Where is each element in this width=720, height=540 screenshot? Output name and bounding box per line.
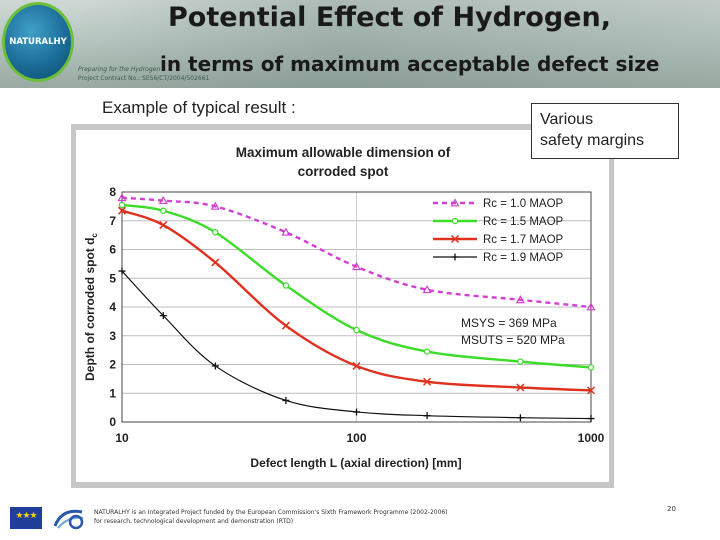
data-point [160,207,167,214]
data-point [423,377,432,386]
data-point [281,321,290,330]
legend-label: Rc = 1.5 MAOP [483,216,564,228]
y-axis-label: Depth of corroded spot dc [83,233,99,381]
legend-marker [451,217,459,225]
data-point [587,415,595,423]
data-point [517,358,524,365]
x-tick-label: 100 [346,431,366,445]
data-point [159,221,168,230]
project-tagline: Preparing for the Hydrogen [78,66,161,73]
callout-line2: safety margins [540,132,645,149]
x-tick-labels: 10 100 1000 [115,431,604,445]
data-point [353,326,360,334]
data-point [422,285,432,294]
footer-line1: NATURALHY is an Integrated Project funde… [94,509,448,516]
chart-title-line1: Maximum allowable dimension of [236,145,451,160]
annotation-msuts: MSUTS = 520 MPa [461,333,565,347]
data-point [353,408,360,416]
data-point [282,396,290,404]
project-contract: Project Contract No.: SES6/CT/2004/50266… [78,75,210,82]
legend-marker [451,253,459,261]
data-point [159,312,167,320]
y-tick-label: 8 [109,185,116,199]
series-line [121,270,592,420]
y-tick-label: 6 [109,243,116,257]
y-tick-labels: 0 1 2 3 4 5 6 7 8 [109,185,116,429]
naturalhy-logo: NATURALHY [2,2,74,82]
x-tick-label: 1000 [578,431,605,445]
chart-panel [76,130,609,482]
data-point [212,229,219,236]
grid-layer [122,192,591,422]
data-point [117,206,127,215]
series-3 [117,206,596,395]
safety-margins-callout: Various safety margins [531,103,679,159]
slide-title-line2: in terms of maximum acceptable defect si… [160,52,660,76]
series-4 [118,267,595,423]
y-tick-label: 4 [109,300,116,314]
slide-title-line1: Potential Effect of Hydrogen, [168,2,611,33]
series-line [121,203,592,369]
y-axis-label-subscript: c [90,233,99,238]
y-tick-label: 1 [109,386,116,400]
callout-line1: Various [540,111,594,128]
series-1 [117,193,596,311]
data-point [118,267,126,275]
series-2 [118,201,595,371]
data-point [158,195,168,205]
legend: Rc = 1.0 MAOP Rc = 1.5 MAOP Rc = 1.7 MAOP R… [433,198,564,264]
page-number: 20 [667,505,676,513]
data-point [211,362,219,370]
header-band [0,0,720,88]
data-point [587,364,595,371]
data-point [586,386,596,395]
data-point [352,361,361,370]
y-axis-label-main: Depth of corroded spot d [83,238,97,381]
legend-label: Rc = 1.7 MAOP [483,234,564,246]
legend-marker [450,234,460,244]
y-tick-label: 7 [109,214,116,228]
y-tick-label: 3 [109,329,116,343]
data-point [423,412,431,420]
data-point [211,258,220,267]
y-tick-label: 5 [109,271,116,285]
series-line [121,209,592,392]
legend-label: Rc = 1.0 MAOP [483,198,564,210]
x-tick-label: 10 [115,431,129,445]
chart-title-line2: corroded spot [298,164,389,179]
x-axis-label: Defect length L (axial direction) [mm] [250,456,461,470]
data-point [423,348,431,355]
logo-text: NATURALHY [9,37,67,47]
data-point [516,414,524,422]
header-pipeline-photo [80,0,720,88]
fp6-logo-icon [53,509,84,530]
data-point [118,201,126,209]
data-point [516,383,525,392]
y-tick-label: 0 [109,415,116,429]
data-point [351,262,362,271]
subtitle: Example of typical result : [102,98,296,117]
footer-line2: for research, technological development … [94,518,294,525]
annotation-msys: MSYS = 369 MPa [461,316,557,330]
eu-flag-icon: ★★★ [10,507,42,529]
legend-label: Rc = 1.9 MAOP [483,252,564,264]
legend-marker [450,198,460,207]
data-point [210,201,220,210]
data-point [515,295,525,304]
data-point [281,227,291,236]
data-point [282,282,290,289]
series-layer [117,193,596,423]
data-point [117,193,127,202]
y-tick-label: 2 [109,358,116,372]
data-point [586,302,596,311]
